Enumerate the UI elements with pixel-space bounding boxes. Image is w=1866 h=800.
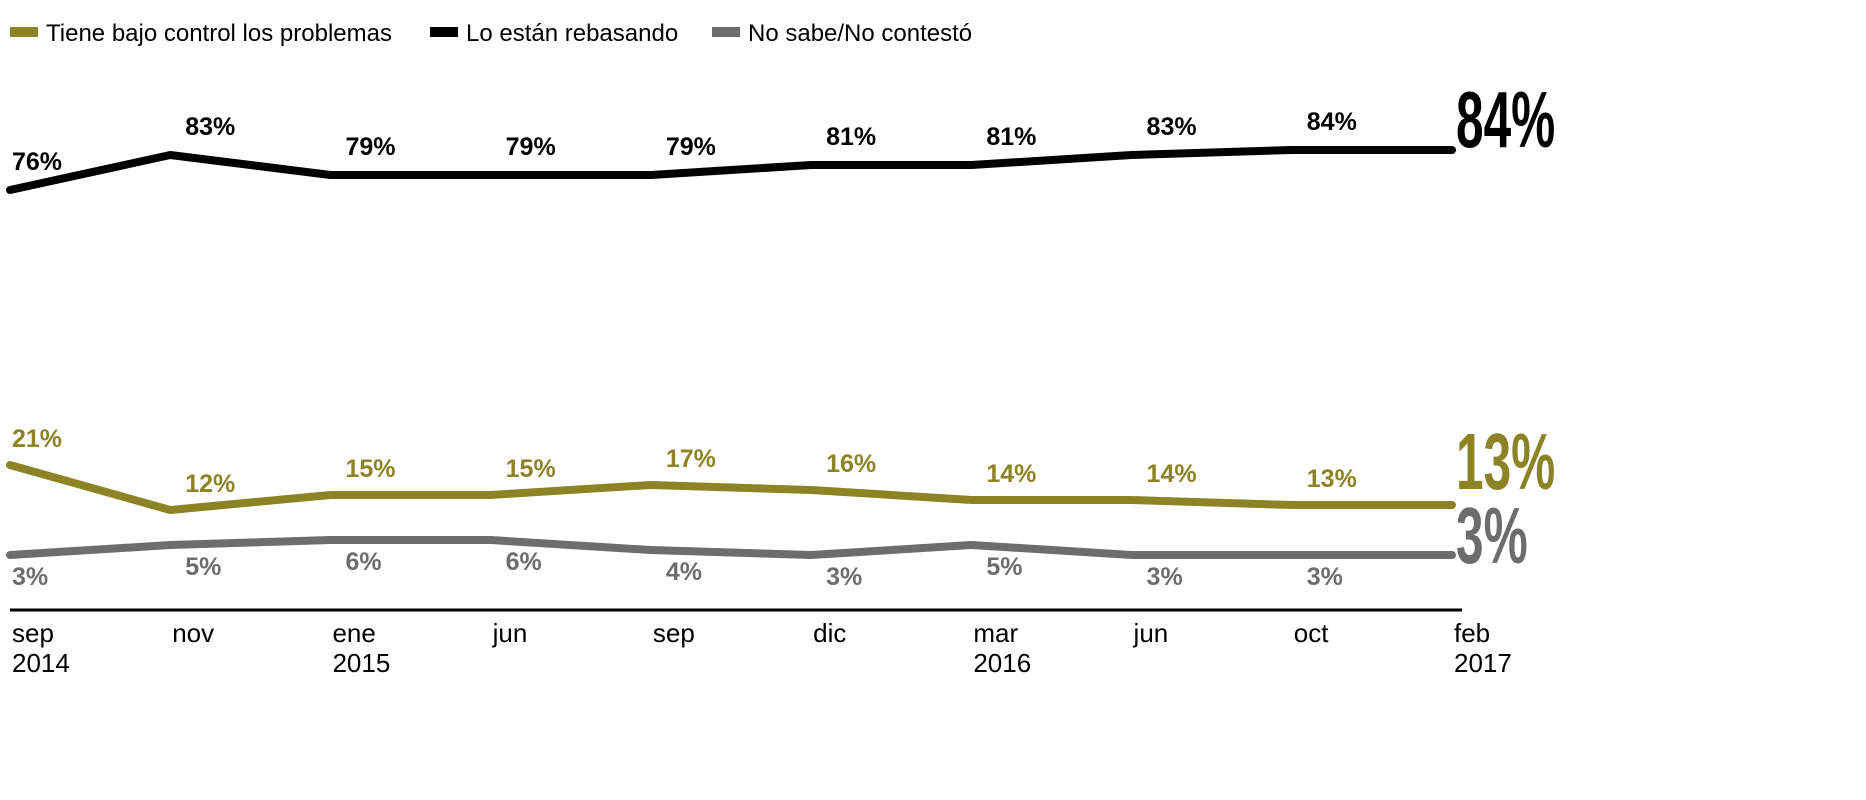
data-label: 3% — [1147, 563, 1183, 591]
data-label: 5% — [185, 553, 221, 581]
end-label: 3% — [1456, 492, 1528, 581]
data-label: 76% — [12, 148, 62, 176]
series-line — [6, 536, 1456, 559]
data-label: 3% — [826, 563, 862, 591]
data-label: 83% — [185, 113, 235, 141]
data-label: 15% — [506, 455, 556, 483]
x-tick-label: mar 2016 — [973, 618, 1031, 678]
legend-swatch — [712, 27, 740, 37]
x-tick-label: sep — [653, 618, 695, 648]
data-label: 79% — [506, 133, 556, 161]
x-tick-label: dic — [813, 618, 846, 648]
legend-swatch — [430, 27, 458, 37]
data-label: 79% — [345, 133, 395, 161]
data-label: 12% — [185, 470, 235, 498]
data-label: 21% — [12, 425, 62, 453]
legend-label: Lo están rebasando — [466, 20, 678, 47]
x-tick-label: feb 2017 — [1454, 618, 1512, 678]
data-label: 13% — [1307, 465, 1357, 493]
data-label: 15% — [345, 455, 395, 483]
data-label: 3% — [12, 563, 48, 591]
end-label: 13% — [1456, 418, 1555, 507]
data-label: 81% — [826, 123, 876, 151]
x-tick-label: sep 2014 — [12, 618, 70, 678]
x-tick-label: nov — [172, 618, 214, 648]
data-label: 6% — [345, 548, 381, 576]
data-label: 83% — [1147, 113, 1197, 141]
data-label: 4% — [666, 558, 702, 586]
data-label: 5% — [986, 553, 1022, 581]
data-label: 17% — [666, 445, 716, 473]
data-label: 6% — [506, 548, 542, 576]
data-label: 14% — [986, 460, 1036, 488]
legend-label: No sabe/No contestó — [748, 20, 972, 47]
data-label: 79% — [666, 133, 716, 161]
data-label: 84% — [1307, 108, 1357, 136]
end-label: 84% — [1456, 76, 1555, 165]
x-tick-label: jun — [492, 618, 528, 648]
x-tick-label: jun — [1133, 618, 1169, 648]
x-tick-label: oct — [1294, 618, 1329, 648]
data-label: 81% — [986, 123, 1036, 151]
data-label: 14% — [1147, 460, 1197, 488]
legend-label: Tiene bajo control los problemas — [46, 20, 392, 47]
legend-swatch — [10, 27, 38, 37]
series-line — [6, 146, 1456, 194]
data-label: 16% — [826, 450, 876, 478]
series-line — [6, 461, 1456, 514]
x-tick-label: ene 2015 — [332, 618, 390, 678]
data-label: 3% — [1307, 563, 1343, 591]
